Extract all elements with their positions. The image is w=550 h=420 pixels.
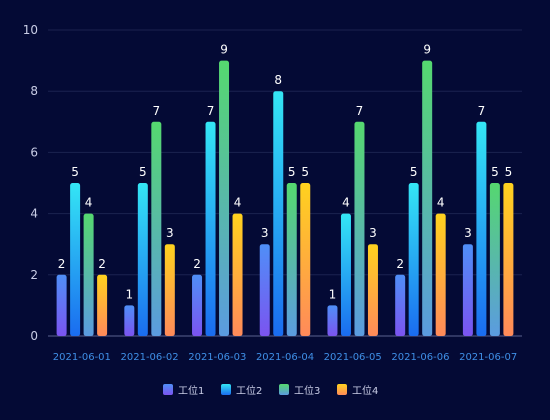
bar-工位1-2021-06-07[interactable] <box>462 244 473 336</box>
data-label: 3 <box>166 226 174 240</box>
bar-工位3-2021-06-04[interactable] <box>286 183 297 336</box>
legend-label: 工位1 <box>178 384 204 397</box>
legend-label: 工位3 <box>294 384 320 397</box>
bar-工位2-2021-06-03[interactable] <box>205 121 216 336</box>
data-label: 5 <box>410 165 418 179</box>
data-label: 5 <box>288 165 296 179</box>
legend[interactable]: 工位1 工位2 工位3 工位4 <box>163 384 378 397</box>
bar-工位4-2021-06-03[interactable] <box>232 213 243 336</box>
bar-工位2-2021-06-06[interactable] <box>408 183 419 336</box>
y-tick-label: 8 <box>30 84 38 98</box>
x-tick-label: 2021-06-03 <box>188 352 246 363</box>
bar-工位2-2021-06-02[interactable] <box>137 183 148 336</box>
legend-swatch <box>221 384 231 395</box>
x-tick-label: 2021-06-07 <box>459 352 517 363</box>
data-label: 4 <box>85 196 93 210</box>
bar-工位3-2021-06-06[interactable] <box>422 60 433 336</box>
data-label: 1 <box>329 287 337 301</box>
y-tick-label: 4 <box>30 207 38 221</box>
data-label: 9 <box>423 43 431 57</box>
data-label: 5 <box>71 165 79 179</box>
bar-工位3-2021-06-03[interactable] <box>219 60 230 336</box>
bar-工位4-2021-06-01[interactable] <box>97 274 108 336</box>
data-label: 1 <box>126 287 134 301</box>
bar-工位2-2021-06-04[interactable] <box>273 91 284 336</box>
data-label: 4 <box>234 196 242 210</box>
y-tick-label: 2 <box>30 268 38 282</box>
y-axis: 0 2 4 6 8 10 <box>23 23 38 343</box>
data-label: 5 <box>139 165 147 179</box>
x-tick-label: 2021-06-01 <box>53 352 111 363</box>
data-label: 7 <box>356 104 364 118</box>
data-label: 8 <box>274 73 282 87</box>
bar-工位3-2021-06-05[interactable] <box>354 121 365 336</box>
data-label: 2 <box>98 257 106 271</box>
legend-swatch <box>337 384 347 395</box>
bar-工位4-2021-06-07[interactable] <box>503 183 514 336</box>
legend-label: 工位4 <box>352 384 378 397</box>
bar-工位4-2021-06-04[interactable] <box>300 183 311 336</box>
legend-swatch <box>163 384 173 395</box>
x-tick-label: 2021-06-04 <box>256 352 314 363</box>
x-axis: 2021-06-01 2021-06-02 2021-06-03 2021-06-04… <box>53 352 517 363</box>
data-label: 5 <box>491 165 499 179</box>
data-label: 3 <box>464 226 472 240</box>
data-label: 9 <box>220 43 228 57</box>
bar-工位1-2021-06-06[interactable] <box>395 274 406 336</box>
data-label: 2 <box>193 257 201 271</box>
x-tick-label: 2021-06-06 <box>391 352 449 363</box>
bar-工位2-2021-06-05[interactable] <box>340 213 351 336</box>
legend-label: 工位2 <box>236 384 262 397</box>
bar-工位3-2021-06-07[interactable] <box>489 183 500 336</box>
y-tick-label: 6 <box>30 145 38 159</box>
legend-item-工位3[interactable]: 工位3 <box>279 384 320 397</box>
bar-工位1-2021-06-01[interactable] <box>56 274 67 336</box>
bar-工位4-2021-06-05[interactable] <box>367 244 378 336</box>
data-label: 3 <box>369 226 377 240</box>
x-tick-label: 2021-06-05 <box>324 352 382 363</box>
y-tick-label: 0 <box>30 329 38 343</box>
legend-item-工位4[interactable]: 工位4 <box>337 384 378 397</box>
bar-工位4-2021-06-02[interactable] <box>164 244 175 336</box>
gridlines <box>48 29 522 337</box>
data-label: 7 <box>207 104 215 118</box>
data-label: 2 <box>58 257 66 271</box>
legend-item-工位2[interactable]: 工位2 <box>221 384 262 397</box>
data-label: 7 <box>153 104 161 118</box>
bars <box>56 60 514 336</box>
bar-工位1-2021-06-03[interactable] <box>192 274 203 336</box>
data-label: 3 <box>261 226 269 240</box>
data-label: 2 <box>396 257 404 271</box>
bar-工位1-2021-06-05[interactable] <box>327 305 338 336</box>
data-label: 4 <box>342 196 350 210</box>
x-tick-label: 2021-06-02 <box>121 352 179 363</box>
data-label: 5 <box>505 165 513 179</box>
bar-工位1-2021-06-02[interactable] <box>124 305 135 336</box>
bar-工位4-2021-06-06[interactable] <box>435 213 446 336</box>
bar-工位1-2021-06-04[interactable] <box>259 244 270 336</box>
bar-工位2-2021-06-07[interactable] <box>476 121 487 336</box>
bar-工位2-2021-06-01[interactable] <box>70 183 81 336</box>
bar-工位3-2021-06-01[interactable] <box>83 213 94 336</box>
legend-item-工位1[interactable]: 工位1 <box>163 384 204 397</box>
legend-swatch <box>279 384 289 395</box>
y-tick-label: 10 <box>23 23 38 37</box>
data-label: 7 <box>478 104 486 118</box>
data-label: 5 <box>301 165 309 179</box>
data-label: 4 <box>437 196 445 210</box>
bar-工位3-2021-06-02[interactable] <box>151 121 162 336</box>
